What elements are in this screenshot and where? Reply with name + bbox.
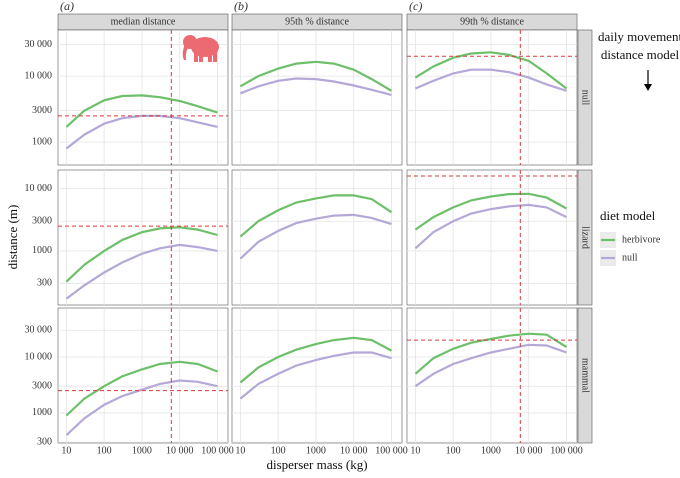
x-tick-label: 1000 [481,445,501,456]
series-line [239,213,392,260]
x-tick-label: 10 [235,445,245,456]
y-axis-title: distance (m) [5,205,20,270]
arrow-head [644,84,652,91]
series-line [65,360,218,417]
panel [57,169,229,306]
x-tick-label: 100 [446,445,461,456]
series-line [240,77,392,96]
panel-label: (b) [234,0,248,13]
panel [231,29,403,166]
legend-title: diet model [600,208,656,223]
y-tick-label: 3000 [32,216,52,227]
x-tick-label: 10 000 [515,445,543,456]
y-tick-label: 3000 [32,105,52,116]
icon-part [182,44,189,60]
strip-label: median distance [111,16,176,27]
panel [406,169,578,306]
series-line [414,332,568,375]
series-line [65,226,218,283]
y-tick-label: 30 000 [25,39,53,50]
y-tick-label: 1000 [32,136,52,147]
series-line [414,192,568,231]
legend-label: null [622,252,638,263]
strip [577,169,593,306]
x-tick-label: 100 [97,445,112,456]
icon-part [208,52,212,62]
series-line [239,60,393,92]
legend-label: herbivore [622,234,661,245]
series-line [414,51,568,90]
series-line [65,114,218,150]
series-line [414,343,567,388]
strip [577,29,593,166]
y-tick-label: 30 000 [25,325,53,336]
series-line [65,379,218,437]
x-tick-label: 1000 [306,445,326,456]
panel [231,307,403,444]
panel [231,169,403,306]
series-line [239,336,393,384]
icon-part [213,52,217,62]
series-line [414,68,567,92]
strip-label: 99th % distance [460,16,524,27]
annotation: daily movement [598,29,680,44]
y-tick-label: 300 [37,278,52,289]
series-line [239,351,392,400]
y-tick-label: 1000 [32,245,52,256]
icon-part [199,52,203,62]
y-tick-label: 3000 [32,381,52,392]
x-axis-title: disperser mass (kg) [266,457,367,472]
annotation: distance model [601,47,680,62]
y-tick-label: 300 [37,436,52,447]
x-tick-label: 10 [410,445,420,456]
y-tick-label: 1000 [32,407,52,418]
x-tick-label: 100 [271,445,286,456]
panel [406,29,578,166]
y-tick-label: 10 000 [25,351,53,362]
x-tick-label: 10 000 [166,445,194,456]
strip [577,307,593,444]
x-tick-label: 100 000 [201,445,234,456]
elephant-icon [182,35,219,62]
x-tick-label: 100 000 [550,445,583,456]
series-line [414,203,567,250]
series-line [65,243,218,300]
strip-label: lizard [580,226,591,249]
y-tick-label: 10 000 [25,183,53,194]
panel-label: (c) [409,0,422,13]
strip-label: mammal [580,358,591,393]
x-tick-label: 10 [61,445,71,456]
x-tick-label: 100 000 [375,445,408,456]
panel [57,307,229,444]
strip-label: null [580,90,591,106]
y-tick-label: 10 000 [25,70,53,81]
series-line [239,194,393,238]
x-tick-label: 1000 [132,445,152,456]
panel-label: (a) [60,0,74,13]
strip-label: 95th % distance [285,16,349,27]
series-line [65,94,218,128]
icon-part [194,52,198,62]
x-tick-label: 10 000 [340,445,368,456]
